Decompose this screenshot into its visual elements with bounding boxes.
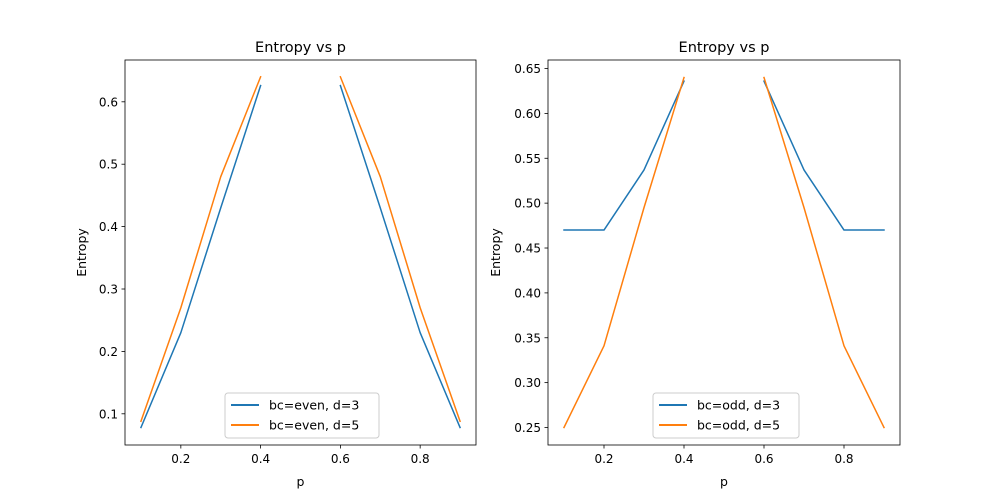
x-tick-label: 0.4: [674, 452, 693, 466]
series-line-2: [339, 75, 462, 423]
subplot-right: Entropy vs p 0.2 0.4 0.6 0.8 0.25 0.30 0.35 0.4…: [488, 40, 901, 489]
x-tick-label: 0.8: [834, 452, 853, 466]
y-tick-label: 0.55: [514, 152, 541, 166]
subplot-left-y-axis-label: Entropy: [74, 228, 89, 277]
series-line-2: [562, 76, 685, 429]
subplot-right-y-axis-label: Entropy: [488, 228, 503, 277]
x-tick-label: 0.2: [594, 452, 613, 466]
series-line-2: [763, 76, 886, 429]
y-tick-label: 0.60: [514, 107, 541, 121]
subplot-right-legend: bc=odd, d=3 bc=odd, d=5: [652, 392, 800, 439]
y-tick-label: 0.1: [99, 407, 118, 421]
subplot-right-x-axis-label: p: [720, 474, 728, 489]
legend-box: [224, 392, 380, 439]
x-tick-label: 0.6: [754, 452, 773, 466]
y-tick-label: 0.65: [514, 62, 541, 76]
x-tick-label: 0.6: [331, 452, 350, 466]
subplot-left-title: Entropy vs p: [255, 40, 346, 56]
y-tick-label: 0.5: [99, 158, 118, 172]
y-tick-label: 0.50: [514, 197, 541, 211]
x-tick-label: 0.4: [251, 452, 270, 466]
legend-label: bc=odd, d=5: [697, 418, 780, 433]
x-tick-label: 0.8: [411, 452, 430, 466]
series-line-2: [139, 75, 262, 423]
subplot-left-lines: [139, 75, 462, 429]
subplot-right-ticks: 0.2 0.4 0.6 0.8 0.25 0.30 0.35 0.40 0.45 0.50 0.55…: [514, 62, 853, 466]
subplot-left: Entropy vs p 0.2 0.4 0.6 0.8 0.1 0.2 0.3 0.4 0.5…: [74, 40, 477, 489]
y-tick-label: 0.2: [99, 345, 118, 359]
y-tick-label: 0.30: [514, 376, 541, 390]
subplot-right-title: Entropy vs p: [679, 40, 770, 56]
subplot-left-legend: bc=even, d=3 bc=even, d=5: [224, 392, 380, 439]
y-tick-label: 0.4: [99, 220, 118, 234]
subplot-left-x-axis-label: p: [297, 474, 305, 489]
y-tick-label: 0.25: [514, 421, 541, 435]
subplot-right-lines: [562, 76, 886, 429]
subplot-right-plot-area: [547, 59, 901, 446]
y-tick-label: 0.40: [514, 286, 541, 300]
series-line-1: [763, 80, 885, 231]
legend-label: bc=odd, d=3: [697, 398, 780, 413]
legend-box: [652, 392, 800, 439]
legend-label: bc=even, d=3: [269, 398, 359, 413]
subplot-left-plot-area: [124, 59, 477, 446]
y-tick-label: 0.6: [99, 95, 118, 109]
series-line-1: [563, 80, 685, 231]
legend-label: bc=even, d=5: [269, 418, 359, 433]
series-line-1: [339, 84, 462, 429]
subplot-left-ticks: 0.2 0.4 0.6 0.8 0.1 0.2 0.3 0.4 0.5 0.6: [99, 95, 430, 466]
y-tick-label: 0.45: [514, 242, 541, 256]
y-tick-label: 0.3: [99, 283, 118, 297]
series-line-1: [139, 84, 262, 429]
y-tick-label: 0.35: [514, 331, 541, 345]
x-tick-label: 0.2: [171, 452, 190, 466]
